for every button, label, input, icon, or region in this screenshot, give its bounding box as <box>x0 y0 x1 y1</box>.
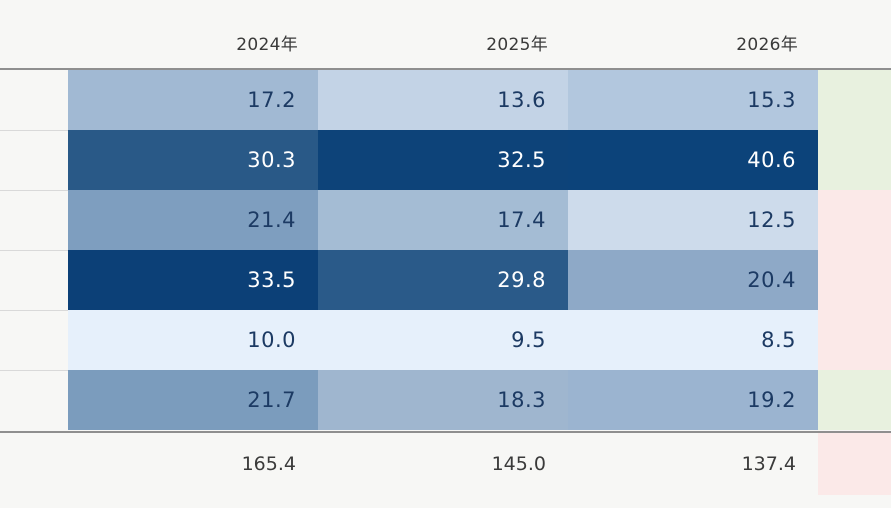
total-cell-2026: 137.4 <box>741 453 796 475</box>
value-cell: 17.4 <box>318 190 568 250</box>
table-row: 21.4 17.4 12.5 <box>0 190 891 250</box>
column-header-row: 2024年 2025年 2026年 <box>0 0 891 69</box>
row-divider <box>0 310 68 311</box>
value-cell: 9.5 <box>318 310 568 370</box>
row-divider <box>0 250 68 251</box>
total-trend-indicator <box>818 433 891 495</box>
column-header-2025[interactable]: 2025年 <box>486 35 548 55</box>
table-row: 10.0 9.5 8.5 <box>0 310 891 370</box>
value-cell: 33.5 <box>68 250 318 310</box>
row-divider <box>0 130 68 131</box>
total-rule <box>0 431 891 433</box>
column-header-2024[interactable]: 2024年 <box>236 35 298 55</box>
value-cell: 21.4 <box>68 190 318 250</box>
table-row: 33.5 29.8 20.4 <box>0 250 891 310</box>
trend-indicator <box>818 70 891 130</box>
total-row: 165.4 145.0 137.4 <box>0 433 891 495</box>
value-cell: 12.5 <box>568 190 818 250</box>
trend-indicator <box>818 250 891 310</box>
total-cell-2024: 165.4 <box>241 453 296 475</box>
value-cell: 19.2 <box>568 370 818 430</box>
value-cell: 15.3 <box>568 70 818 130</box>
value-cell: 8.5 <box>568 310 818 370</box>
table-row: 17.2 13.6 15.3 <box>0 70 891 130</box>
value-cell: 32.5 <box>318 130 568 190</box>
trend-indicator <box>818 310 891 370</box>
value-cell: 21.7 <box>68 370 318 430</box>
value-cell: 18.3 <box>318 370 568 430</box>
value-cell: 29.8 <box>318 250 568 310</box>
table-row: 21.7 18.3 19.2 <box>0 370 891 430</box>
value-cell: 17.2 <box>68 70 318 130</box>
trend-indicator <box>818 370 891 430</box>
value-cell: 13.6 <box>318 70 568 130</box>
total-cell-2025: 145.0 <box>491 453 546 475</box>
trend-indicator <box>818 130 891 190</box>
value-cell: 20.4 <box>568 250 818 310</box>
value-cell: 30.3 <box>68 130 318 190</box>
column-header-2026[interactable]: 2026年 <box>736 35 798 55</box>
trend-indicator <box>818 190 891 250</box>
row-divider <box>0 190 68 191</box>
row-divider <box>0 370 68 371</box>
value-cell: 10.0 <box>68 310 318 370</box>
header-rule <box>0 68 891 70</box>
table-row: 30.3 32.5 40.6 <box>0 130 891 190</box>
value-cell: 40.6 <box>568 130 818 190</box>
